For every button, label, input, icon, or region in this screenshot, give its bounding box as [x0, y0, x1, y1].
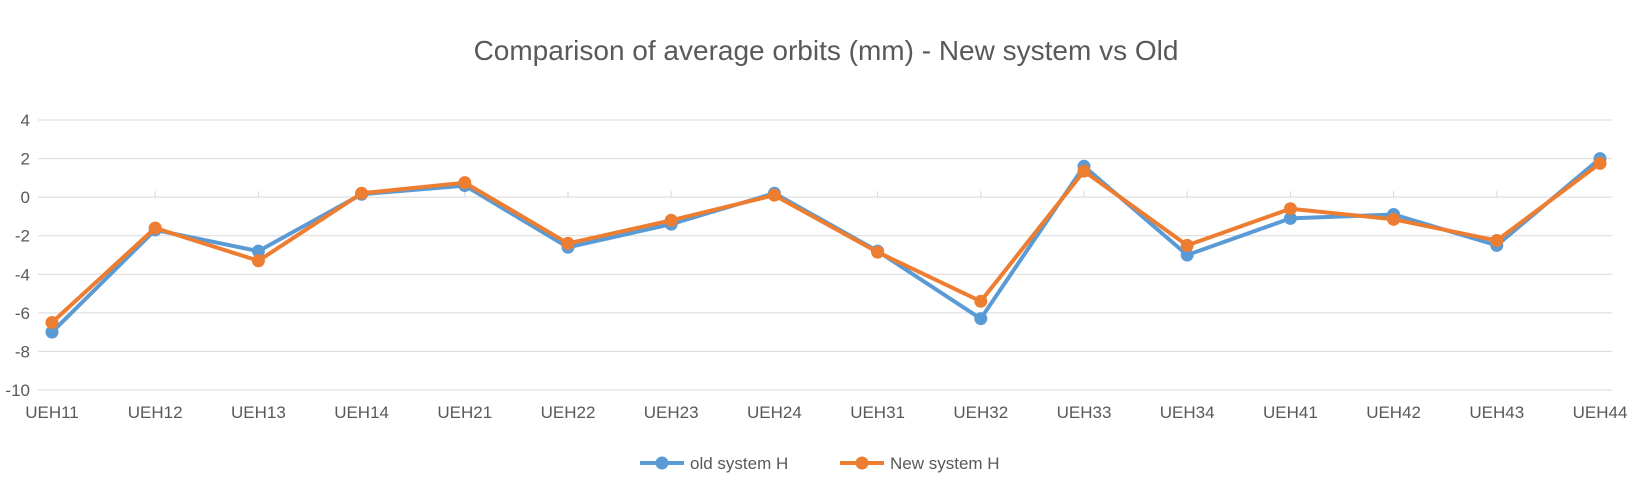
x-tick-label: UEH31 — [850, 403, 905, 422]
legend-label: New system H — [890, 454, 1000, 473]
data-point — [1593, 156, 1607, 170]
data-point — [458, 176, 472, 190]
y-tick-label: -8 — [15, 342, 30, 361]
x-tick-label: UEH34 — [1160, 403, 1215, 422]
x-axis-tick-labels: UEH11 UEH12 UEH13 UEH14 UEH21 UEH22 UEH23 UEH24… — [25, 191, 1627, 422]
legend-item: old system H — [640, 454, 788, 473]
data-point — [1283, 211, 1297, 225]
legend-label: old system H — [690, 454, 788, 473]
x-tick-label: UEH13 — [231, 403, 286, 422]
x-tick-label: UEH32 — [953, 403, 1008, 422]
data-point — [1180, 248, 1194, 262]
gridlines — [38, 119, 1612, 391]
x-tick-label: UEH12 — [128, 403, 183, 422]
y-tick-label: 2 — [21, 150, 30, 169]
series-1 — [45, 156, 1607, 329]
data-point — [1283, 202, 1297, 216]
legend: old system H New system H — [640, 454, 1000, 473]
data-point — [664, 213, 678, 227]
data-point — [1180, 238, 1194, 252]
data-point — [871, 245, 885, 259]
data-point — [355, 186, 369, 200]
x-tick-label: UEH44 — [1573, 403, 1628, 422]
x-tick-label: UEH21 — [437, 403, 492, 422]
x-tick-label: UEH41 — [1263, 403, 1318, 422]
data-point — [561, 236, 575, 250]
x-tick-label: UEH42 — [1366, 403, 1421, 422]
x-tick-label: UEH11 — [25, 403, 79, 422]
series-line — [50, 161, 1602, 324]
data-point — [1387, 212, 1401, 226]
y-tick-label: -2 — [15, 227, 30, 246]
y-tick-label: -6 — [15, 304, 30, 323]
x-tick-label: UEH24 — [747, 403, 802, 422]
data-point — [251, 244, 265, 258]
y-tick-label: 4 — [21, 111, 30, 130]
chart-title: Comparison of average orbits (mm) - New … — [474, 35, 1179, 66]
data-point — [45, 316, 59, 329]
data-point — [148, 221, 162, 235]
data-point — [251, 254, 265, 268]
x-tick-label: UEH14 — [334, 403, 389, 422]
legend-marker — [655, 456, 669, 470]
data-point — [767, 188, 781, 202]
data-point — [1490, 234, 1504, 248]
x-tick-label: UEH22 — [541, 403, 596, 422]
legend-marker — [855, 456, 869, 470]
x-tick-label: UEH23 — [644, 403, 699, 422]
y-tick-label: 0 — [21, 188, 30, 207]
series-lines — [45, 152, 1607, 339]
y-tick-label: -10 — [5, 381, 30, 400]
x-tick-label: UEH33 — [1057, 403, 1112, 422]
y-axis-tick-labels: 4 2 0 -2 -4 -6 -8 -10 — [5, 111, 30, 400]
data-point — [45, 325, 59, 339]
data-point — [974, 294, 988, 308]
legend-item: New system H — [840, 454, 1000, 473]
data-point — [1077, 164, 1091, 178]
y-tick-label: -4 — [15, 265, 30, 284]
data-point — [974, 312, 988, 326]
x-tick-label: UEH43 — [1469, 403, 1524, 422]
